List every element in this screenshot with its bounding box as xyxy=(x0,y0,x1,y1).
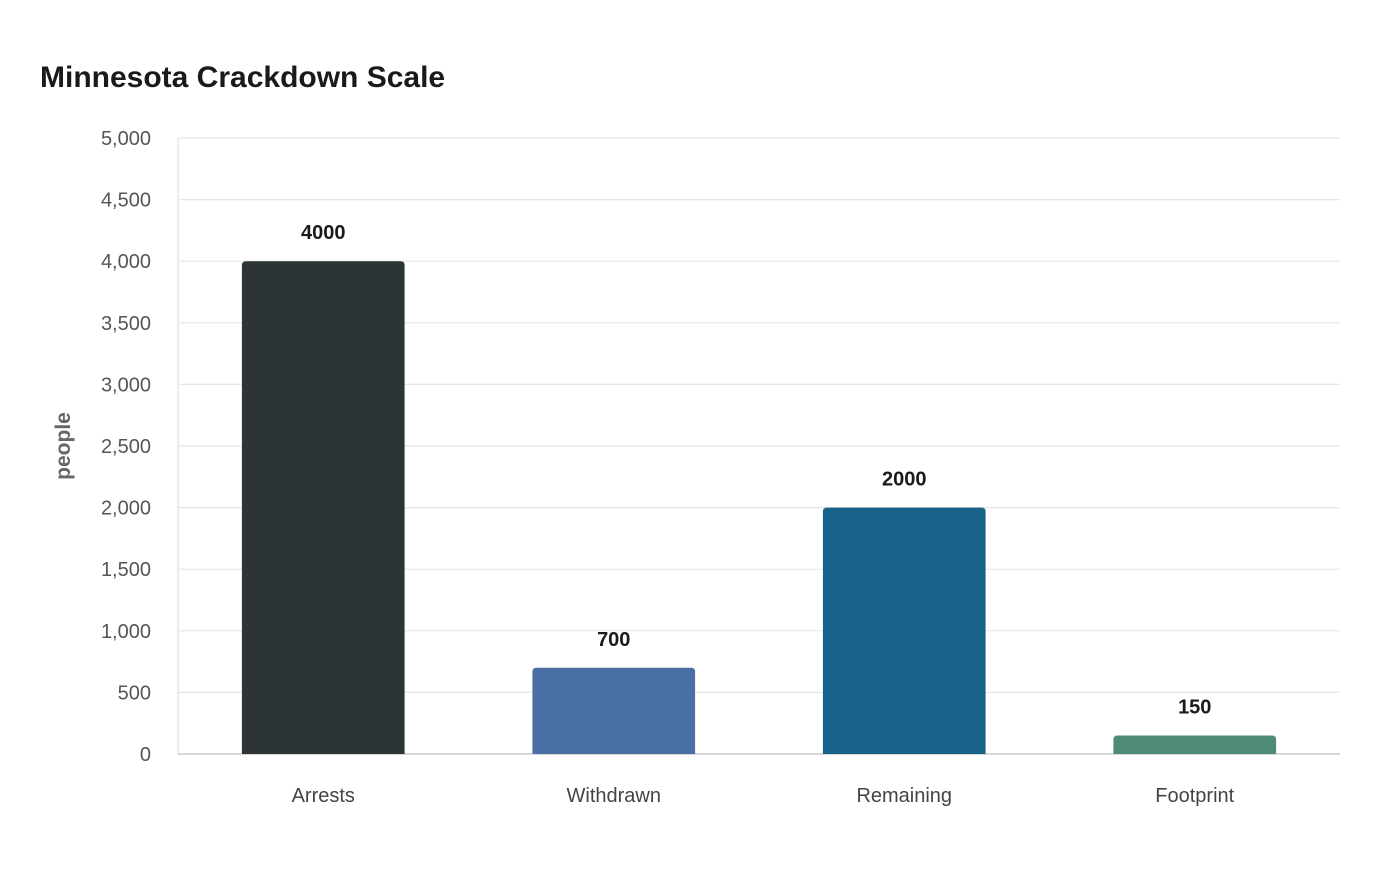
bar xyxy=(1113,735,1277,754)
y-tick-label: 1,500 xyxy=(101,559,151,581)
bar xyxy=(822,507,986,754)
x-tick-label: Withdrawn xyxy=(567,785,661,807)
y-tick-label: 4,500 xyxy=(101,190,151,212)
y-tick-label: 1,000 xyxy=(101,621,151,643)
bar xyxy=(532,667,696,754)
y-tick-label: 5,000 xyxy=(101,128,151,150)
y-tick-label: 3,000 xyxy=(101,374,151,396)
x-tick-label: Footprint xyxy=(1155,785,1234,807)
data-label: 4000 xyxy=(301,222,346,244)
x-tick-label: Arrests xyxy=(292,785,355,807)
y-tick-label: 0 xyxy=(140,744,151,766)
y-tick-labels: 0 500 1,000 1,500 2,000 2,500 3,000 3,500 4,000 4… xyxy=(101,128,151,766)
y-tick-label: 2,000 xyxy=(101,498,151,520)
bar xyxy=(241,261,405,754)
y-tick-label: 2,500 xyxy=(101,436,151,458)
bars xyxy=(241,261,1277,754)
y-axis-title: people xyxy=(52,412,75,480)
data-label: 2000 xyxy=(882,469,927,491)
data-labels: 4000 700 2000 150 xyxy=(301,222,1211,718)
y-tick-label: 500 xyxy=(118,682,151,704)
chart-title: Minnesota Crackdown Scale xyxy=(40,61,446,94)
y-tick-label: 4,000 xyxy=(101,251,151,273)
y-tick-label: 3,500 xyxy=(101,313,151,335)
x-tick-label: Remaining xyxy=(856,785,952,807)
data-label: 700 xyxy=(597,629,630,651)
category-labels: Arrests Withdrawn Remaining Footprint xyxy=(292,785,1235,807)
data-label: 150 xyxy=(1178,697,1211,719)
